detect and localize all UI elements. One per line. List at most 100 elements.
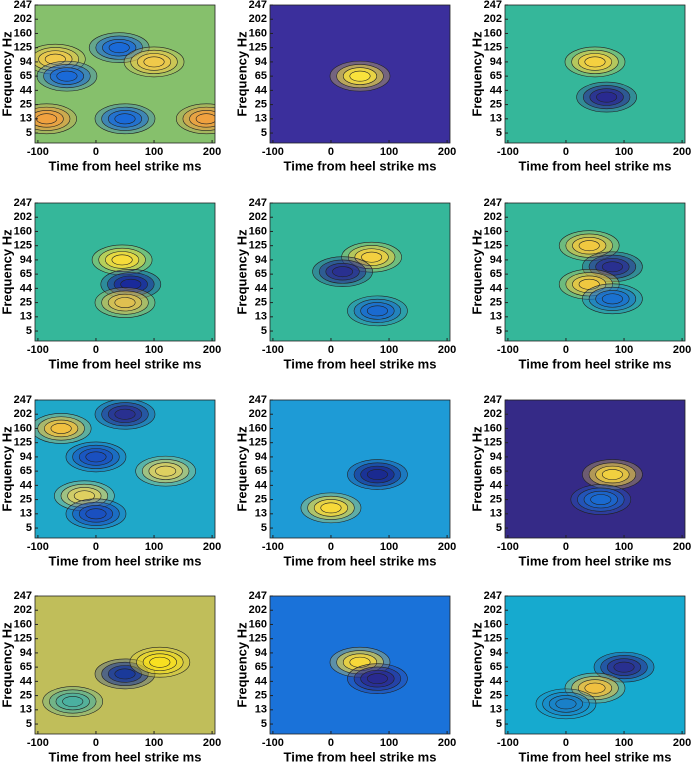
x-axis-label: Time from heel strike ms bbox=[284, 356, 437, 371]
contour-ring bbox=[50, 423, 72, 434]
plot-frame bbox=[34, 399, 216, 539]
contour-ring bbox=[155, 465, 177, 477]
y-tick-label: 160 bbox=[249, 225, 267, 237]
plot-frame bbox=[504, 595, 686, 735]
x-tick-label: 100 bbox=[145, 541, 163, 553]
plot-frame bbox=[504, 399, 686, 539]
contour-ring bbox=[85, 508, 107, 520]
x-axis-label: Time from heel strike ms bbox=[519, 749, 672, 764]
y-tick-label: 125 bbox=[14, 633, 32, 645]
y-tick-label: 160 bbox=[249, 27, 267, 39]
x-tick-label: -100 bbox=[262, 541, 284, 553]
x-tick-label: 200 bbox=[673, 344, 691, 356]
y-tick-label: 5 bbox=[261, 127, 267, 139]
y-tick-label: 5 bbox=[496, 718, 502, 730]
x-tick-label: 0 bbox=[328, 541, 334, 553]
y-tick-label: 94 bbox=[20, 254, 33, 266]
y-axis-label: Frequency Hz bbox=[234, 622, 249, 708]
y-tick-label: 160 bbox=[249, 422, 267, 434]
contour-ring bbox=[332, 266, 354, 278]
y-tick-label: 202 bbox=[14, 211, 32, 223]
contour-ring bbox=[601, 293, 623, 305]
y-tick-label: 5 bbox=[261, 718, 267, 730]
y-tick-label: 160 bbox=[484, 618, 502, 630]
y-tick-label: 202 bbox=[14, 604, 32, 616]
x-tick-label: 200 bbox=[203, 344, 221, 356]
contours bbox=[35, 32, 215, 135]
y-tick-label: 125 bbox=[484, 42, 502, 54]
y-tick-label: 94 bbox=[490, 647, 503, 659]
contour-ring bbox=[195, 113, 215, 125]
x-tick-label: 0 bbox=[328, 737, 334, 749]
panel: -100 0 100 200 5 13 25 44 65 94 125 160 202 247 Time f… bbox=[469, 590, 691, 764]
panel: -100 0 100 200 5 13 25 44 65 94 125 160 202 247 Time f… bbox=[234, 197, 456, 372]
y-axis-label: Frequency Hz bbox=[469, 31, 484, 117]
panel: -100 0 100 200 5 13 25 44 65 94 125 160 202 247 Time f… bbox=[469, 197, 691, 372]
y-tick-label: 202 bbox=[14, 13, 32, 25]
plot-background bbox=[505, 5, 685, 143]
contour-ring bbox=[366, 469, 388, 480]
contour-ring bbox=[584, 56, 606, 68]
contour-ring bbox=[56, 70, 78, 82]
panel: -100 0 100 200 5 13 25 44 65 94 125 160 202 247 Time f… bbox=[234, 0, 456, 173]
x-axis-label: Time from heel strike ms bbox=[284, 553, 437, 568]
contour-ring bbox=[114, 408, 136, 420]
plot-frame bbox=[269, 595, 451, 735]
y-tick-label: 25 bbox=[255, 296, 267, 308]
x-tick-label: 0 bbox=[563, 146, 569, 158]
y-tick-label: 65 bbox=[20, 465, 32, 477]
contour-ring bbox=[149, 656, 171, 668]
y-tick-label: 65 bbox=[20, 661, 32, 673]
y-tick-label: 44 bbox=[20, 675, 33, 687]
y-tick-label: 13 bbox=[20, 113, 32, 125]
y-tick-label: 13 bbox=[490, 508, 502, 520]
panel: -100 0 100 200 5 13 25 44 65 94 125 160 202 247 Time f… bbox=[234, 590, 456, 764]
y-tick-label: 65 bbox=[255, 70, 267, 82]
y-axis-label: Frequency Hz bbox=[0, 229, 14, 315]
y-axis-label: Frequency Hz bbox=[0, 426, 14, 512]
y-tick-label: 247 bbox=[484, 0, 502, 11]
contour-ring bbox=[36, 113, 58, 125]
x-tick-label: 100 bbox=[145, 146, 163, 158]
y-tick-label: 44 bbox=[490, 84, 503, 96]
x-tick-label: 0 bbox=[328, 146, 334, 158]
y-tick-label: 202 bbox=[249, 604, 267, 616]
x-tick-label: 0 bbox=[93, 541, 99, 553]
y-tick-label: 5 bbox=[496, 522, 502, 534]
x-tick-label: -100 bbox=[262, 737, 284, 749]
x-tick-label: -100 bbox=[27, 737, 49, 749]
y-tick-label: 125 bbox=[484, 633, 502, 645]
y-tick-label: 65 bbox=[490, 268, 502, 280]
x-tick-label: -100 bbox=[497, 737, 519, 749]
y-axis-label: Frequency Hz bbox=[469, 426, 484, 512]
contour-ring bbox=[366, 305, 388, 317]
y-tick-label: 25 bbox=[255, 98, 267, 110]
x-axis-label: Time from heel strike ms bbox=[49, 158, 202, 173]
y-tick-label: 5 bbox=[26, 522, 32, 534]
y-tick-label: 247 bbox=[484, 197, 502, 209]
y-tick-label: 5 bbox=[26, 127, 32, 139]
y-tick-label: 25 bbox=[20, 493, 32, 505]
y-tick-label: 247 bbox=[249, 590, 267, 602]
x-tick-label: 100 bbox=[615, 737, 633, 749]
y-tick-label: 94 bbox=[20, 56, 33, 68]
contour-ring bbox=[320, 502, 342, 514]
contour-ring bbox=[578, 240, 600, 252]
y-tick-label: 247 bbox=[14, 590, 32, 602]
y-tick-label: 44 bbox=[20, 479, 33, 491]
y-tick-label: 65 bbox=[20, 70, 32, 82]
plot-frame bbox=[34, 595, 216, 735]
y-tick-label: 247 bbox=[249, 394, 267, 406]
y-tick-label: 44 bbox=[255, 675, 268, 687]
plot-frame bbox=[504, 4, 686, 144]
y-axis-label: Frequency Hz bbox=[234, 229, 249, 315]
y-tick-label: 202 bbox=[484, 13, 502, 25]
x-axis-label: Time from heel strike ms bbox=[49, 553, 202, 568]
y-tick-label: 247 bbox=[14, 0, 32, 11]
y-tick-label: 125 bbox=[484, 240, 502, 252]
contour-ring bbox=[596, 91, 618, 103]
x-tick-label: -100 bbox=[497, 344, 519, 356]
y-tick-label: 5 bbox=[261, 325, 267, 337]
contour-ring bbox=[143, 56, 165, 68]
y-tick-label: 25 bbox=[490, 689, 502, 701]
